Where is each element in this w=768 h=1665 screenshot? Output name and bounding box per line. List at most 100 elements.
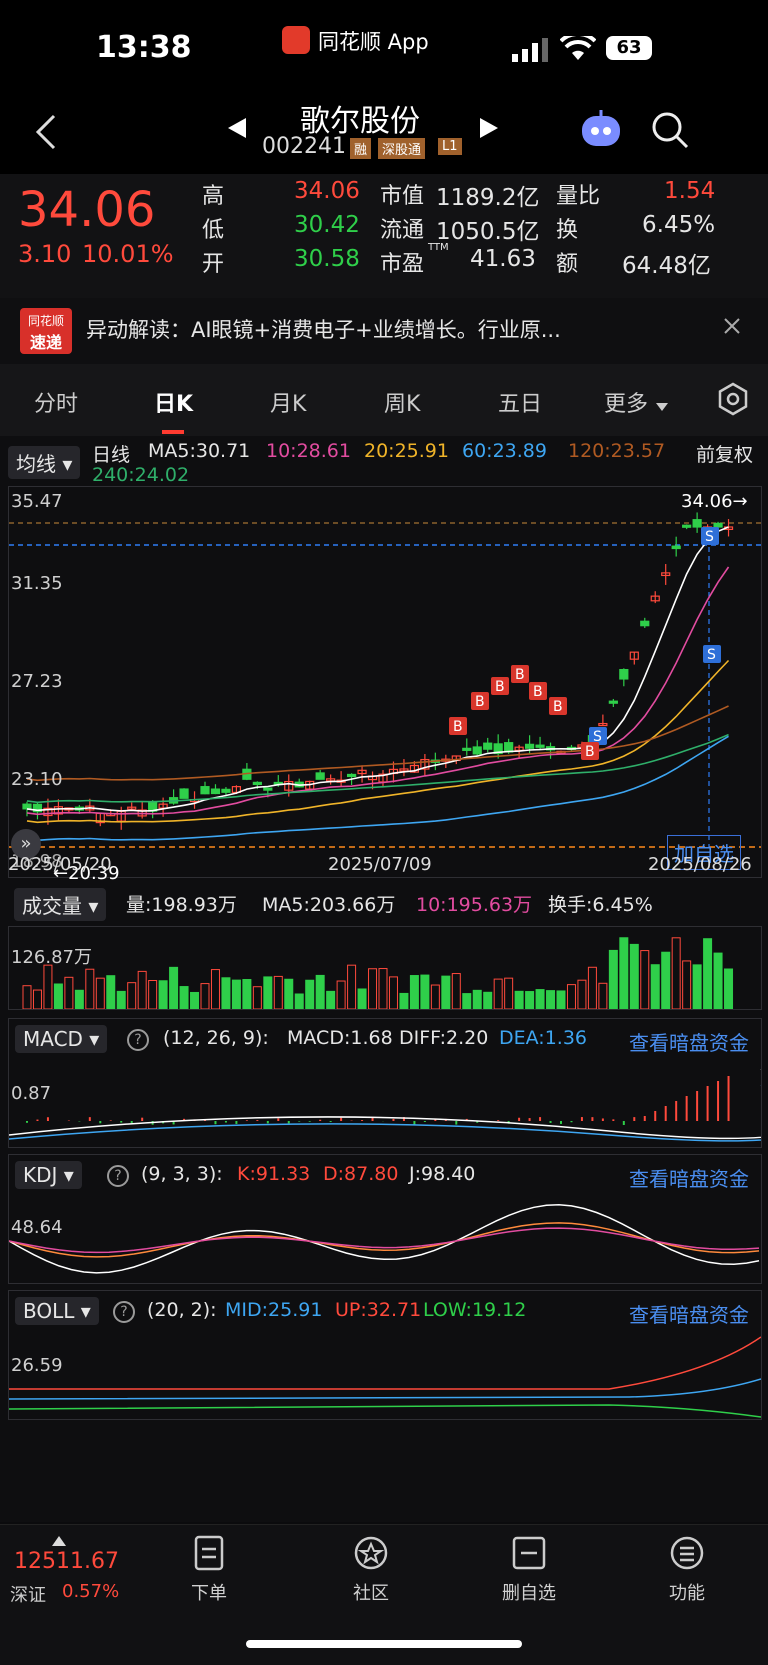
- back-icon[interactable]: [32, 112, 60, 156]
- volume-bar: [546, 990, 556, 1009]
- float-value: 1050.5亿: [436, 219, 540, 245]
- tab-5day[interactable]: 五日: [498, 392, 543, 417]
- volume-bar: [577, 979, 587, 1009]
- macd-panel[interactable]: MACD ▾ ? (12, 26, 9): MACD:1.68 DIFF:2.2…: [8, 1018, 762, 1148]
- app-name: 同花顺 App: [318, 30, 429, 54]
- tab-more[interactable]: 更多: [604, 392, 649, 417]
- order-button[interactable]: 下单: [164, 1535, 254, 1605]
- volume-bar: [137, 970, 147, 1009]
- ma-line: [26, 566, 730, 816]
- turnover-value: 6.45%: [642, 212, 716, 238]
- volume-ma5: MA5:203.66万: [262, 894, 396, 916]
- flash-logo: 同花顺 速递: [20, 308, 72, 354]
- volume-bar: [64, 976, 74, 1009]
- tab-intraday[interactable]: 分时: [34, 392, 79, 417]
- volume-bar: [462, 993, 472, 1009]
- svg-text:B: B: [533, 684, 543, 700]
- robot-icon[interactable]: [578, 108, 624, 154]
- candle: [535, 744, 545, 748]
- signal-marker: B: [581, 742, 599, 760]
- stock-code: 002241: [262, 134, 346, 159]
- volume-bar: [598, 982, 608, 1009]
- volume-bar: [210, 969, 220, 1009]
- candle: [346, 773, 357, 778]
- volume-bar: [53, 983, 63, 1009]
- close-icon[interactable]: [722, 316, 742, 340]
- pct-change: 10.01%: [82, 240, 174, 268]
- index-value[interactable]: 12511.67: [14, 1549, 119, 1574]
- y-axis-3: 27.23: [11, 671, 63, 692]
- pe-label: 市盈: [380, 252, 425, 277]
- price-change: 3.10: [18, 240, 72, 268]
- signal-icon: [512, 38, 552, 66]
- dark-pool-link[interactable]: 查看暗盘资金: [629, 1031, 749, 1055]
- candle: [661, 572, 671, 577]
- community-button[interactable]: 社区: [326, 1535, 416, 1605]
- functions-button[interactable]: 功能: [642, 1535, 732, 1605]
- search-icon[interactable]: [650, 110, 690, 154]
- k-value: K:91.33: [237, 1163, 311, 1185]
- turnover-rate: 换手:6.45%: [548, 894, 653, 916]
- candle: [504, 742, 514, 753]
- volume-bar: [493, 978, 503, 1009]
- signal-marker: B: [449, 717, 467, 735]
- settings-icon[interactable]: [716, 382, 750, 420]
- prev-stock-icon[interactable]: [226, 116, 248, 144]
- volume-selector[interactable]: 成交量 ▾: [14, 888, 107, 921]
- banner-text: 异动解读：AI眼镜+消费电子+业绩增长。行业原...: [86, 318, 561, 342]
- candle: [671, 545, 681, 550]
- ma-selector[interactable]: 均线 ▾: [8, 446, 81, 479]
- volume-bar: [388, 976, 398, 1009]
- macd-selector[interactable]: MACD ▾: [15, 1025, 108, 1053]
- boll-mid: [9, 1378, 761, 1400]
- svg-text:S: S: [593, 729, 602, 745]
- news-banner[interactable]: 同花顺 速递 异动解读：AI眼镜+消费电子+业绩增长。行业原...: [0, 298, 768, 364]
- adjust-toggle[interactable]: 前复权: [696, 444, 754, 466]
- volume-panel[interactable]: 126.87万: [8, 926, 762, 1010]
- tag-margin: 融: [350, 138, 372, 159]
- volume-bar: [451, 973, 461, 1009]
- expand-icon[interactable]: »: [11, 829, 41, 859]
- candle: [357, 769, 367, 775]
- volume-bar: [252, 986, 262, 1009]
- help-icon[interactable]: ?: [113, 1301, 135, 1323]
- candle: [315, 772, 325, 780]
- kdj-axis: 48.64: [11, 1217, 63, 1238]
- add-watchlist-button[interactable]: 加自选: [667, 835, 741, 870]
- pe-ttm: TTM: [428, 242, 449, 253]
- dark-pool-link[interactable]: 查看暗盘资金: [629, 1303, 749, 1327]
- boll-panel[interactable]: BOLL ▾ ? (20, 2): MID:25.91 UP:32.71 LOW…: [8, 1290, 762, 1420]
- tab-weekly[interactable]: 周K: [384, 392, 421, 417]
- volume-bar: [703, 938, 713, 1009]
- volume-bar: [116, 990, 126, 1009]
- help-icon[interactable]: ?: [127, 1029, 149, 1051]
- kdj-panel[interactable]: KDJ ▾ ? (9, 3, 3): K:91.33 D:87.80 J:98.…: [8, 1154, 762, 1284]
- tab-daily[interactable]: 日K: [154, 392, 194, 417]
- signal-marker: B: [529, 682, 547, 700]
- tab-monthly[interactable]: 月K: [270, 392, 307, 417]
- dark-pool-link[interactable]: 查看暗盘资金: [629, 1167, 749, 1191]
- kdj-svg: [9, 1204, 760, 1274]
- status-bar: 13:38 同花顺 App 63: [0, 0, 768, 90]
- volume-bar: [420, 974, 430, 1009]
- ma60-value: 60:23.89: [462, 440, 547, 462]
- kdj-selector[interactable]: KDJ ▾: [15, 1161, 82, 1189]
- volume-bar: [190, 991, 200, 1009]
- help-icon[interactable]: ?: [107, 1165, 129, 1187]
- boll-svg: [9, 1336, 761, 1418]
- volume-bar: [619, 937, 629, 1009]
- j-value: J:98.40: [409, 1163, 476, 1185]
- dea-line: [9, 1085, 761, 1142]
- ma120-value: 120:23.57: [568, 440, 666, 462]
- volume-bar: [284, 978, 294, 1009]
- svg-text:S: S: [705, 529, 714, 545]
- next-stock-icon[interactable]: [478, 116, 500, 144]
- vr-label: 量比: [556, 184, 601, 209]
- boll-selector[interactable]: BOLL ▾: [15, 1297, 99, 1325]
- signal-marker: B: [511, 665, 529, 683]
- candle: [221, 788, 231, 793]
- volume-bar: [32, 989, 42, 1009]
- remove-watchlist-button[interactable]: 删自选: [484, 1535, 574, 1605]
- volume-bar: [179, 986, 189, 1009]
